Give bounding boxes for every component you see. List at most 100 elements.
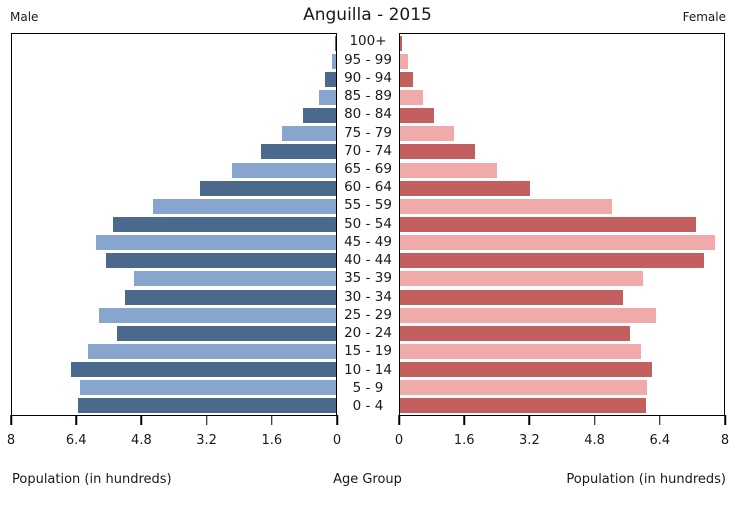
axis-tick: [205, 415, 208, 425]
male-row: [12, 215, 336, 233]
female-row: [400, 197, 724, 215]
female-row: [400, 107, 724, 125]
male-bar: [302, 108, 336, 124]
female-row: [400, 161, 724, 179]
female-chart-panel: [399, 33, 725, 416]
female-bar: [400, 180, 530, 196]
male-bar: [96, 235, 336, 251]
female-row: [400, 143, 724, 161]
axis-tick-label: 8: [720, 433, 730, 448]
male-row: [12, 306, 336, 324]
male-row: [12, 125, 336, 143]
male-bar: [199, 180, 336, 196]
male-bar: [334, 35, 336, 51]
male-bar: [282, 126, 336, 142]
age-group-label: 85 - 89: [344, 88, 392, 105]
male-row: [12, 70, 336, 88]
male-bar: [113, 216, 336, 232]
axis-tick-label: 4.8: [131, 433, 152, 448]
axis-tick-label: 3.2: [519, 433, 540, 448]
female-row: [400, 397, 724, 415]
age-group-label: 0 - 4: [352, 398, 384, 415]
male-bar: [134, 271, 336, 287]
female-header-label: Female: [682, 10, 726, 24]
male-bar: [79, 380, 336, 396]
male-row: [12, 161, 336, 179]
age-group-label: 80 - 84: [344, 106, 392, 123]
female-bar: [400, 53, 409, 69]
female-row: [400, 270, 724, 288]
axis-tick-label: 6.4: [649, 433, 671, 448]
male-row: [12, 324, 336, 342]
male-row: [12, 270, 336, 288]
female-row: [400, 179, 724, 197]
female-bar: [400, 162, 498, 178]
male-axis-ticks: [10, 415, 338, 425]
axis-tick: [659, 415, 661, 425]
age-group-label: 35 - 39: [344, 270, 392, 287]
female-axis-ticks: [398, 415, 726, 425]
female-bar: [400, 289, 624, 305]
axis-tick-label: 1.6: [453, 433, 475, 448]
female-row: [400, 306, 724, 324]
age-group-label: 50 - 54: [344, 215, 392, 232]
male-bar: [106, 253, 336, 269]
age-group-label: 95 - 99: [344, 51, 392, 68]
female-row: [400, 125, 724, 143]
female-row: [400, 234, 724, 252]
axis-tick: [528, 415, 531, 425]
female-row: [400, 324, 724, 342]
male-bar: [325, 71, 336, 87]
age-group-labels-column: 100+ 95 - 99 90 - 94 85 - 89 80 - 84 75 - 79 7…: [337, 33, 399, 416]
age-group-label: 25 - 29: [344, 306, 392, 323]
female-row: [400, 379, 724, 397]
chart-title: Anguilla - 2015: [303, 5, 432, 25]
male-bar: [332, 53, 336, 69]
male-row: [12, 397, 336, 415]
male-row: [12, 143, 336, 161]
male-row: [12, 288, 336, 306]
male-bar: [231, 162, 336, 178]
male-row: [12, 379, 336, 397]
axis-tick: [593, 415, 596, 425]
age-group-label: 90 - 94: [344, 69, 392, 86]
male-bar: [318, 89, 336, 105]
age-group-label: 30 - 34: [344, 288, 392, 305]
male-row: [12, 88, 336, 106]
female-bar: [400, 126, 454, 142]
axis-tick-label: 0: [394, 433, 404, 448]
male-row: [12, 34, 336, 52]
female-row: [400, 52, 724, 70]
male-bar: [98, 307, 336, 323]
male-bar: [261, 144, 336, 160]
male-bar: [78, 398, 336, 414]
female-row: [400, 342, 724, 360]
female-row: [400, 70, 724, 88]
age-group-label: 55 - 59: [344, 197, 392, 214]
male-bar: [152, 198, 336, 214]
female-bar: [400, 380, 648, 396]
axis-tick-label: 8: [6, 433, 16, 448]
female-row: [400, 88, 724, 106]
axis-tick: [140, 415, 143, 425]
age-group-label: 100+: [349, 33, 387, 50]
axis-tick-label: 3.2: [196, 433, 217, 448]
female-row: [400, 34, 724, 52]
female-bar: [400, 398, 646, 414]
axis-tick: [10, 415, 12, 425]
male-bars-container: [12, 34, 336, 415]
female-bar: [400, 343, 641, 359]
age-group-label: 15 - 19: [344, 343, 392, 360]
age-group-label: 65 - 69: [344, 161, 392, 177]
age-group-label: 75 - 79: [344, 124, 392, 141]
axis-tick: [398, 415, 400, 425]
axis-tick-label: 6.4: [65, 433, 87, 448]
age-group-label: 10 - 14: [344, 361, 392, 378]
female-bar: [400, 362, 652, 378]
female-row: [400, 215, 724, 233]
axis-tick-label: 0: [332, 433, 342, 448]
age-group-label: 40 - 44: [344, 252, 392, 269]
female-bar: [400, 144, 475, 160]
male-axis-tick-labels: 8 6.4 4.8 3.2 1.6 0: [7, 433, 341, 450]
